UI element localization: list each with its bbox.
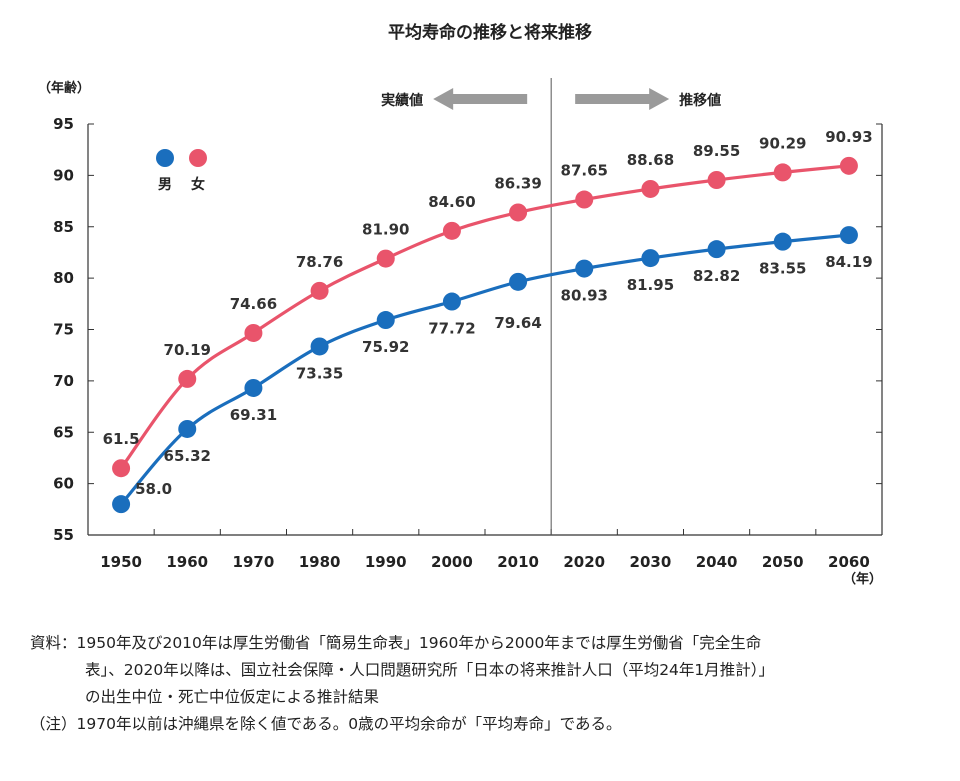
- male-data-label: 77.72: [428, 320, 475, 338]
- x-tick-label: 1970: [233, 553, 275, 571]
- male-point: [773, 232, 792, 251]
- y-tick-label: 55: [53, 526, 74, 544]
- x-tick-label: 2010: [497, 553, 539, 571]
- y-tick-label: 60: [53, 475, 74, 493]
- footnote-text: 1970年以前は沖縄県を除く値である。0歳の平均余命が「平均寿命」である。: [76, 715, 622, 733]
- series-group: 58.0 65.32 69.31 73.35 75.92 77.72 79.64 80.93 8…: [103, 128, 873, 514]
- male-point: [707, 240, 726, 259]
- female-data-label: 90.29: [759, 134, 806, 152]
- footnote: （注） 1970年以前は沖縄県を除く値である。0歳の平均余命が「平均寿命」である…: [30, 711, 950, 738]
- female-data-label: 88.68: [627, 151, 674, 169]
- male-point: [839, 226, 858, 245]
- female-point: [509, 203, 528, 222]
- male-data-label: 69.31: [230, 406, 277, 424]
- male-point: [442, 292, 461, 311]
- female-point: [839, 156, 858, 175]
- female-data-label: 78.76: [296, 253, 343, 271]
- y-axis-label: （年齢）: [38, 80, 90, 96]
- male-point: [575, 259, 594, 278]
- female-data-label: 84.60: [428, 193, 475, 211]
- y-tick-label: 65: [53, 423, 74, 441]
- x-tick-label: 2000: [431, 553, 473, 571]
- female-data-label: 81.90: [362, 221, 409, 239]
- notes: 資料： 1950年及び2010年は厚生労働省「簡易生命表」1960年から2000…: [30, 630, 950, 738]
- female-data-label: 90.93: [825, 128, 872, 146]
- chart-title: 平均寿命の推移と将来推移: [388, 23, 592, 43]
- legend-female-marker: [189, 149, 207, 167]
- legend-male-label: 男: [158, 177, 172, 193]
- female-data-label: 86.39: [494, 174, 541, 192]
- x-tick-label: 1960: [166, 553, 208, 571]
- legend-male-marker: [156, 149, 174, 167]
- female-point: [376, 249, 395, 268]
- male-point: [376, 311, 395, 330]
- female-point: [310, 281, 329, 300]
- female-point: [641, 179, 660, 198]
- source-note: 資料： 1950年及び2010年は厚生労働省「簡易生命表」1960年から2000…: [30, 630, 950, 657]
- male-data-label: 81.95: [627, 276, 674, 294]
- actual-arrow: [433, 88, 528, 110]
- female-data-label: 70.19: [164, 341, 211, 359]
- male-data-label: 58.0: [135, 480, 172, 498]
- x-tick-label: 2060: [828, 553, 870, 571]
- x-tick-label: 2020: [563, 553, 605, 571]
- y-tick-label: 70: [53, 372, 74, 390]
- source-line-2: 表」、2020年以降は、国立社会保障・人口問題研究所「日本の将来推計人口（平均2…: [85, 661, 775, 679]
- male-point: [641, 249, 660, 268]
- x-tick-label: 1990: [365, 553, 407, 571]
- female-point: [442, 221, 461, 240]
- female-point: [178, 369, 197, 388]
- source-line-3: の出生中位・死亡中位仮定による推計結果: [85, 688, 380, 706]
- y-tick-label: 95: [53, 115, 74, 133]
- projected-arrow: [575, 88, 670, 110]
- source-line-1: 1950年及び2010年は厚生労働省「簡易生命表」1960年から2000年までは…: [76, 634, 762, 652]
- actual-label: 実績値: [381, 92, 423, 109]
- male-data-label: 82.82: [693, 267, 740, 285]
- male-point: [244, 378, 263, 397]
- male-point: [112, 495, 131, 514]
- legend-female-label: 女: [191, 176, 205, 193]
- male-point: [310, 337, 329, 356]
- life-expectancy-chart: 55 60 65 70 75 80 85 90 95 1950 1960 1970 1980 1990 20…: [38, 78, 883, 587]
- female-point: [575, 190, 594, 209]
- male-data-label: 80.93: [561, 287, 608, 305]
- projected-label: 推移値: [679, 92, 721, 109]
- divider-group: 実績値 推移値: [381, 78, 721, 535]
- source-label: 資料：: [30, 634, 77, 652]
- female-data-label: 87.65: [561, 162, 608, 180]
- x-tick-label: 2030: [630, 553, 672, 571]
- male-point: [509, 272, 528, 291]
- footnote-label: （注）: [30, 715, 77, 733]
- legend: 男女: [156, 149, 207, 193]
- male-point: [178, 419, 197, 438]
- y-tick-label: 90: [53, 166, 74, 184]
- x-tick-label: 1950: [100, 553, 142, 571]
- male-data-label: 84.19: [825, 253, 872, 271]
- male-data-label: 75.92: [362, 338, 409, 356]
- female-point: [244, 323, 263, 342]
- male-data-label: 83.55: [759, 260, 806, 278]
- male-data-label: 73.35: [296, 364, 343, 382]
- x-tick-label: 2050: [762, 553, 804, 571]
- female-data-label: 89.55: [693, 142, 740, 160]
- x-axis-unit: （年）: [843, 571, 882, 587]
- female-data-label: 74.66: [230, 295, 277, 313]
- male-data-label: 79.64: [494, 314, 541, 332]
- y-tick-label: 85: [53, 218, 74, 236]
- axes: 55 60 65 70 75 80 85 90 95 1950 1960 1970 1980 1990 20…: [53, 115, 883, 571]
- x-tick-label: 2040: [696, 553, 738, 571]
- y-tick-label: 75: [53, 321, 74, 339]
- female-point: [773, 163, 792, 182]
- female-data-label: 61.5: [103, 430, 140, 448]
- female-point: [707, 170, 726, 189]
- x-tick-label: 1980: [299, 553, 341, 571]
- female-point: [112, 459, 131, 478]
- y-tick-label: 80: [53, 269, 74, 287]
- male-data-label: 65.32: [164, 447, 211, 465]
